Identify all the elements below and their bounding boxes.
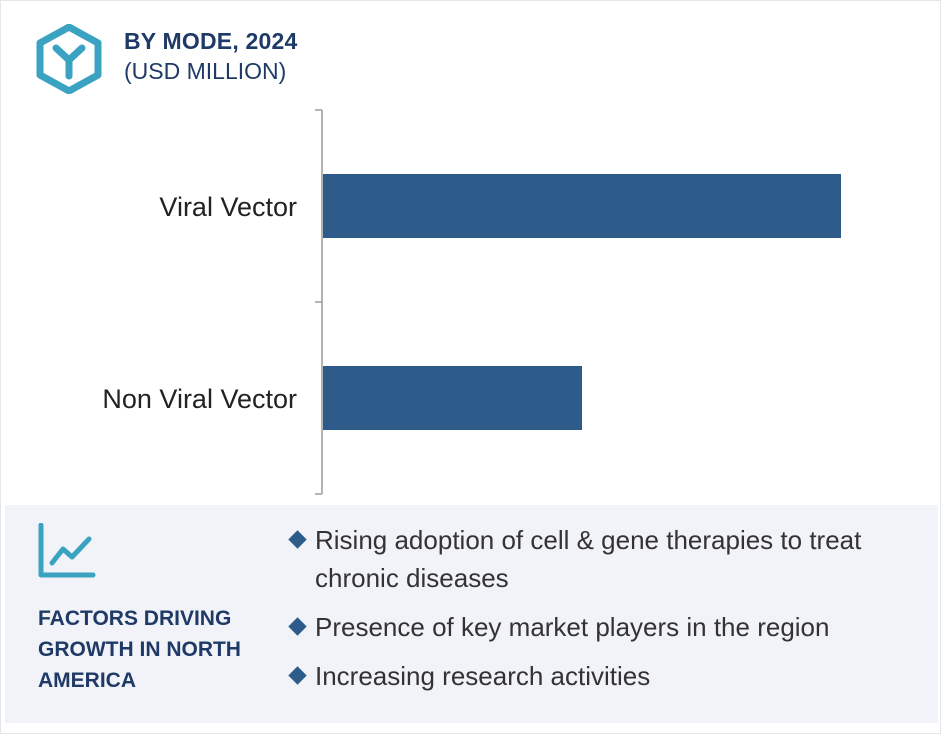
chart-title: BY MODE, 2024 [124,28,298,54]
bar-chart: Viral Vector Non Viral Vector [102,109,841,495]
trend-line-chart-icon [38,523,96,578]
factors-panel: FACTORS DRIVING GROWTH IN NORTH AMERICA … [5,505,938,723]
factor-item: Increasing research activities [287,657,927,695]
bar-non-viral-vector [323,366,582,430]
chart-subtitle: (USD MILLION) [124,58,287,84]
factor-text: Rising adoption of cell & gene therapies… [315,525,862,593]
factor-item: Rising adoption of cell & gene therapies… [287,521,927,597]
factors-list: Rising adoption of cell & gene therapies… [287,521,927,706]
factor-text: Increasing research activities [315,661,651,691]
diamond-bullet-icon [288,530,307,549]
diamond-bullet-icon [288,666,307,685]
category-label: Non Viral Vector [102,384,297,414]
bar-viral-vector [323,174,841,238]
factors-title: FACTORS DRIVING GROWTH IN NORTH AMERICA [38,607,241,692]
hexagon-y-logo-icon [36,24,102,94]
factor-item: Presence of key market players in the re… [287,608,927,646]
factor-text: Presence of key market players in the re… [315,612,830,642]
category-label: Viral Vector [159,192,297,222]
diamond-bullet-icon [288,617,307,636]
